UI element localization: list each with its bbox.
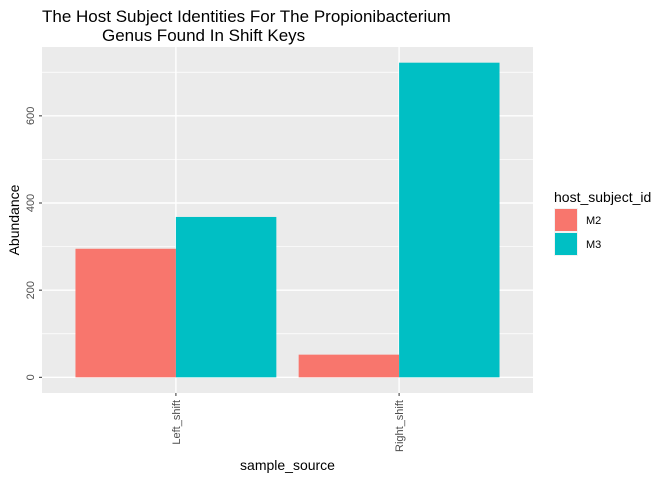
chart-title-line-2: Genus Found In Shift Keys xyxy=(102,26,305,45)
legend-label-M3: M3 xyxy=(586,239,601,251)
legend-key-M3 xyxy=(555,233,577,255)
x-tick-label: Right_shift xyxy=(394,400,406,452)
bar-M3-Right_shift xyxy=(399,62,500,378)
legend-label-M2: M2 xyxy=(586,215,601,227)
y-tick-label: 600 xyxy=(25,107,37,125)
bars xyxy=(75,62,500,378)
x-axis-title: sample_source xyxy=(240,457,335,473)
y-tick-label: 200 xyxy=(25,281,37,299)
x-tick-label: Left_shift xyxy=(171,400,183,445)
legend-title: host_subject_id xyxy=(554,189,651,205)
y-axis-ticks: 0 200 400 600 xyxy=(25,107,42,380)
bar-M2-Left_shift xyxy=(75,248,176,378)
bar-M3-Left_shift xyxy=(175,216,277,378)
y-tick-label: 400 xyxy=(25,194,37,212)
bar-M2-Right_shift xyxy=(298,354,400,378)
y-axis-title: Abundance xyxy=(6,184,22,255)
legend: host_subject_id M2 M3 xyxy=(554,189,651,256)
x-axis-ticks: Left_shift Right_shift xyxy=(171,393,406,452)
chart-title-line-1: The Host Subject Identities For The Prop… xyxy=(42,7,451,26)
chart-title: The Host Subject Identities For The Prop… xyxy=(42,7,451,45)
legend-key-M2 xyxy=(555,209,577,231)
y-tick-label: 0 xyxy=(25,374,37,380)
